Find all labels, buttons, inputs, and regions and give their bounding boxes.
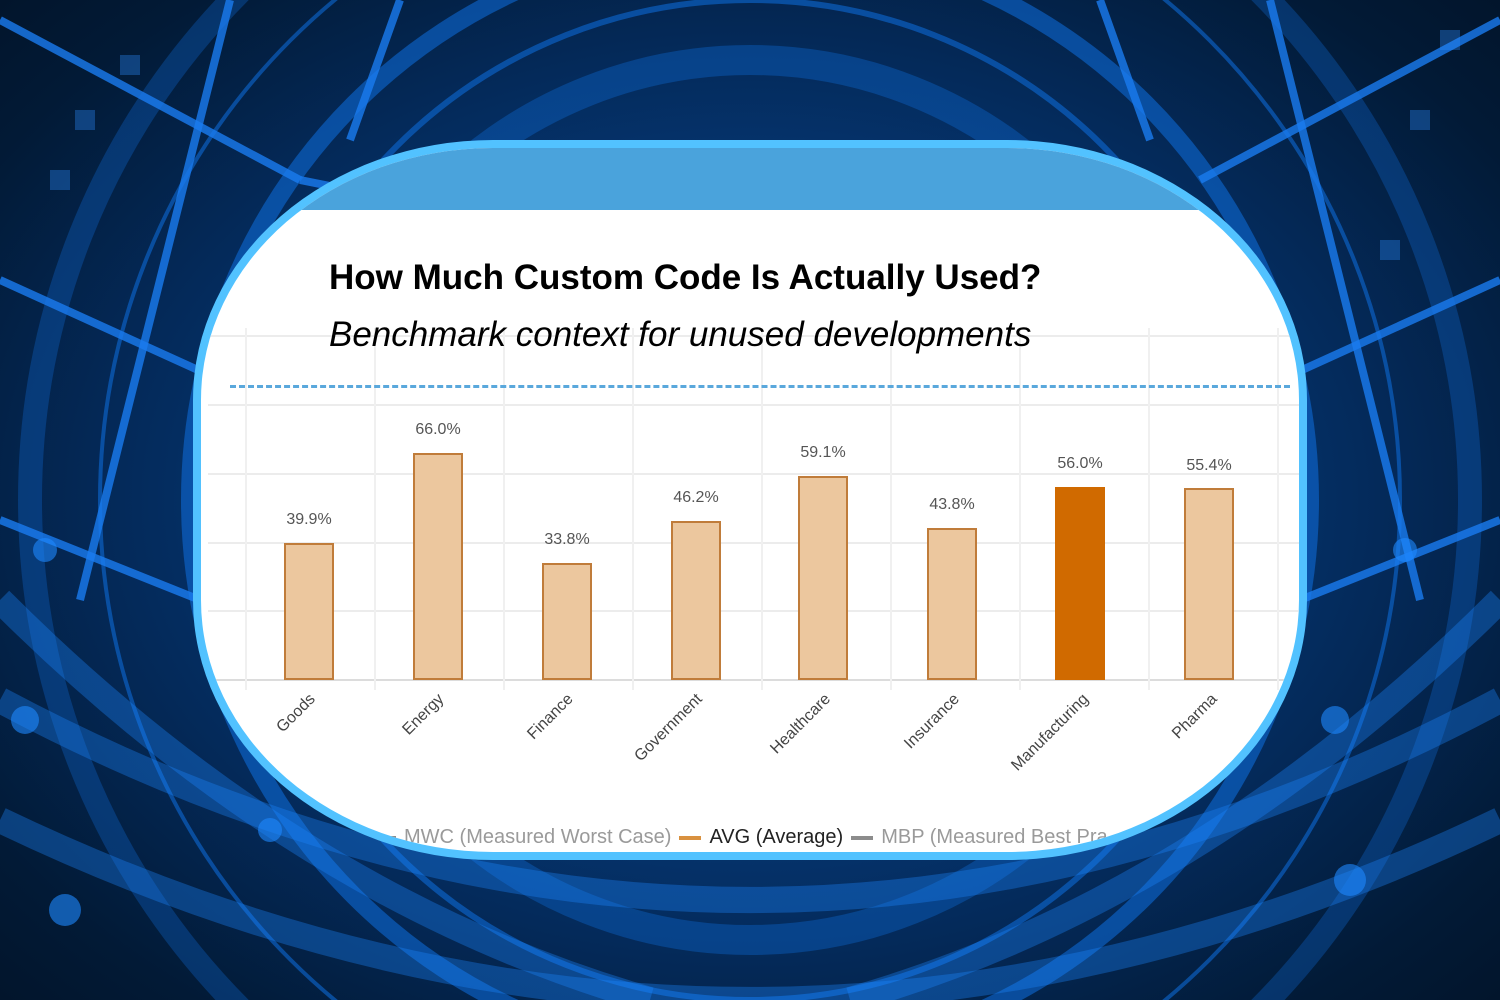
- gridline: [1019, 328, 1021, 690]
- gridline: [208, 404, 1299, 406]
- gridline: [632, 328, 634, 690]
- x-tick-label: Manufacturing: [1007, 690, 1092, 775]
- x-axis-baseline: [208, 679, 1299, 681]
- x-tick-label: Government: [631, 690, 706, 765]
- value-label: 56.0%: [1057, 455, 1103, 472]
- bar-manufacturing[interactable]: [1055, 487, 1105, 680]
- value-label: 39.9%: [286, 511, 332, 528]
- legend-item-mwc[interactable]: MWC (Measured Worst Case): [404, 826, 672, 848]
- x-tick-label: Goods: [273, 690, 319, 736]
- frame-header-band: [201, 148, 1299, 210]
- gridline: [890, 328, 892, 690]
- gridline: [1148, 328, 1150, 690]
- chart-frame: How Much Custom Code Is Actually Used? B…: [193, 140, 1307, 860]
- legend-item-mbp[interactable]: MBP (Measured Best Pra: [881, 826, 1108, 848]
- chart-title: How Much Custom Code Is Actually Used?: [329, 258, 1042, 297]
- legend-swatch-avg: [679, 835, 702, 840]
- gridline: [208, 542, 1299, 544]
- x-tick-label: Pharma: [1169, 690, 1221, 743]
- value-label: 43.8%: [929, 496, 975, 513]
- reference-dashed-line: [230, 385, 1290, 388]
- bar-insurance[interactable]: [927, 528, 977, 680]
- legend-swatch-mwc: [374, 835, 396, 840]
- gridline: [503, 328, 505, 690]
- legend-item-avg[interactable]: AVG (Average): [709, 826, 844, 848]
- gridline: [245, 328, 247, 690]
- bar-pharma[interactable]: [1184, 488, 1234, 680]
- bar-goods[interactable]: [284, 543, 334, 680]
- bar-chart: How Much Custom Code Is Actually Used? B…: [201, 148, 1299, 852]
- chart-subtitle: Benchmark context for unused development…: [329, 315, 1032, 354]
- bar-energy[interactable]: [413, 453, 463, 680]
- bar-healthcare[interactable]: [798, 476, 848, 680]
- legend-swatch-mbp: [851, 835, 874, 840]
- x-tick-label: Energy: [399, 690, 448, 739]
- x-tick-label: Finance: [524, 690, 577, 743]
- gridline: [374, 328, 376, 690]
- bar-finance[interactable]: [542, 563, 592, 680]
- gridline: [208, 473, 1299, 475]
- gridline: [1277, 328, 1279, 690]
- value-label: 46.2%: [673, 489, 719, 506]
- gridline: [208, 335, 1299, 337]
- gridline: [208, 610, 1299, 612]
- x-tick-label: Insurance: [900, 690, 963, 753]
- value-label: 55.4%: [1186, 457, 1232, 474]
- value-label: 66.0%: [415, 421, 461, 438]
- value-label: 59.1%: [800, 444, 846, 461]
- value-label: 33.8%: [544, 531, 590, 548]
- chart-legend: MWC (Measured Worst Case) AVG (Average) …: [374, 826, 1108, 849]
- bar-government[interactable]: [671, 521, 721, 680]
- gridline: [761, 328, 763, 690]
- x-tick-label: Healthcare: [766, 690, 834, 758]
